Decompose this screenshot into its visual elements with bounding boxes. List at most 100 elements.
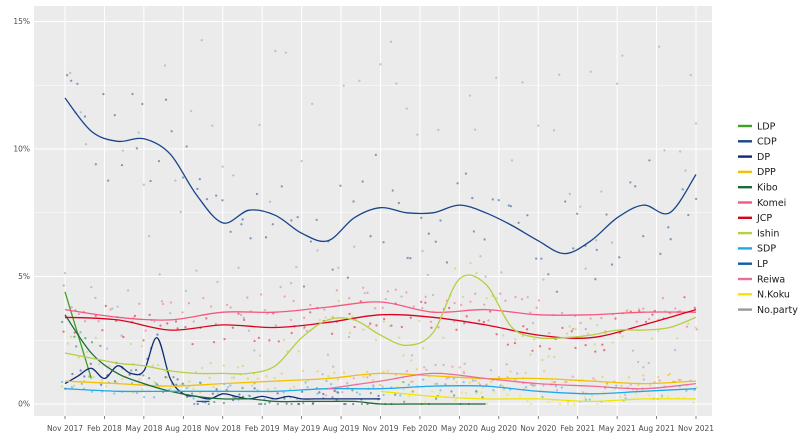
x-tick-label: Nov 2018 <box>205 424 241 433</box>
poll-point <box>480 391 483 395</box>
poll-point <box>509 205 512 208</box>
poll-point <box>438 392 441 395</box>
poll-point <box>477 319 481 322</box>
poll-point <box>382 317 386 321</box>
poll-point <box>584 267 587 270</box>
poll-point <box>138 378 141 381</box>
poll-point <box>411 380 414 383</box>
poll-point <box>241 364 244 368</box>
poll-point <box>289 281 293 285</box>
poll-point <box>346 276 350 279</box>
poll-point <box>668 372 672 376</box>
poll-point <box>586 332 590 335</box>
poll-point <box>526 214 529 217</box>
poll-point <box>568 325 571 328</box>
poll-point <box>594 278 597 281</box>
poll-point <box>516 372 519 375</box>
poll-point <box>258 354 262 357</box>
poll-point <box>185 386 188 390</box>
poll-point <box>452 377 455 380</box>
poll-point <box>513 341 517 345</box>
poll-point <box>425 368 428 372</box>
poll-point <box>70 386 74 389</box>
poll-point <box>292 385 296 388</box>
poll-point <box>155 382 158 385</box>
poll-point <box>547 273 550 276</box>
poll-point <box>209 362 212 365</box>
poll-point <box>79 331 82 334</box>
poll-point <box>84 337 87 340</box>
poll-point <box>535 257 538 260</box>
poll-point <box>292 299 295 303</box>
poll-point <box>222 401 226 405</box>
poll-point <box>374 153 378 157</box>
poll-point <box>300 159 303 163</box>
poll-point <box>475 272 478 275</box>
poll-point <box>329 383 333 386</box>
poll-point <box>83 375 86 378</box>
poll-point <box>453 301 456 305</box>
poll-point <box>164 376 167 379</box>
poll-point <box>479 255 482 258</box>
poll-point <box>460 391 463 394</box>
poll-point <box>122 335 125 339</box>
poll-point <box>642 378 646 381</box>
poll-point <box>79 369 82 372</box>
poll-point <box>156 363 160 367</box>
poll-point <box>629 181 632 184</box>
poll-point <box>579 321 582 325</box>
poll-point <box>266 388 270 391</box>
poll-point <box>363 291 366 295</box>
poll-point <box>342 84 345 87</box>
poll-point <box>351 389 354 392</box>
poll-point <box>427 232 431 235</box>
x-tick-label: Nov 2017 <box>47 424 83 433</box>
poll-point <box>434 363 437 367</box>
poll-point <box>170 130 173 133</box>
poll-point <box>618 395 622 398</box>
poll-point <box>547 400 550 403</box>
poll-point <box>648 159 651 162</box>
x-tick-label: Feb 2021 <box>560 424 595 433</box>
poll-point <box>595 248 598 252</box>
poll-point <box>669 238 672 241</box>
poll-point <box>225 303 229 306</box>
poll-point <box>514 378 517 381</box>
poll-point <box>192 397 195 400</box>
poll-point <box>482 320 485 324</box>
poll-point <box>128 373 131 376</box>
poll-point <box>149 179 152 183</box>
poll-point <box>637 383 640 387</box>
poll-point <box>670 312 673 315</box>
poll-point <box>377 394 380 398</box>
poll-point <box>83 320 87 323</box>
poll-point <box>141 102 144 106</box>
poll-point <box>181 311 184 314</box>
poll-point <box>336 378 340 381</box>
poll-point <box>200 39 203 42</box>
poll-point <box>402 388 405 391</box>
poll-point <box>685 325 689 328</box>
poll-point <box>451 365 454 368</box>
poll-point <box>412 390 415 393</box>
poll-point <box>540 257 543 260</box>
poll-point <box>263 308 266 312</box>
x-tick-label: Aug 2019 <box>323 424 359 433</box>
poll-point <box>66 342 70 345</box>
poll-point <box>241 386 244 390</box>
poll-point <box>367 324 371 327</box>
poll-point <box>600 316 603 320</box>
poll-point <box>285 402 288 405</box>
poll-point <box>143 395 146 399</box>
poll-point <box>596 402 599 406</box>
x-tick-label: May 2019 <box>283 424 320 433</box>
poll-point <box>505 363 508 366</box>
poll-point <box>574 327 577 330</box>
poll-point <box>620 384 623 387</box>
poll-point <box>142 374 145 377</box>
poll-point <box>201 366 204 370</box>
poll-point <box>368 374 372 377</box>
poll-point <box>333 371 336 375</box>
poll-point <box>422 378 425 381</box>
poll-point <box>637 307 641 311</box>
